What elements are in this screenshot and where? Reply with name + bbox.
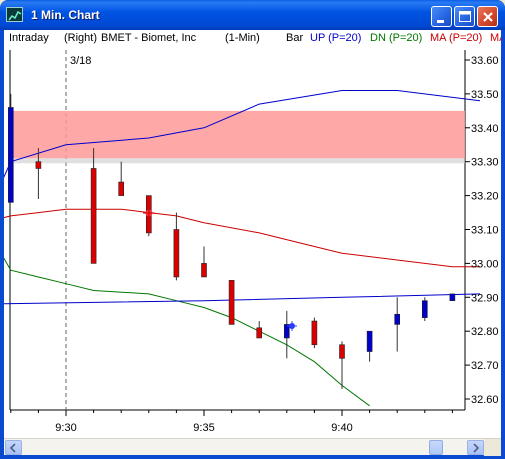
cursor-star-marker bbox=[287, 321, 297, 331]
date-marker: 3/18 bbox=[70, 55, 91, 67]
candle-body-6 bbox=[173, 229, 180, 278]
y-tick-label-2: 33.40 bbox=[471, 123, 499, 135]
candle-body-3 bbox=[90, 168, 97, 264]
header-symbol: BMET - Biomet, Inc bbox=[101, 32, 197, 44]
candle-body-15 bbox=[421, 300, 428, 318]
candle-body-2 bbox=[35, 161, 42, 169]
header-mode: Intraday bbox=[9, 32, 49, 44]
chart-client-area[interactable]: Intraday (Right) BMET - Biomet, Inc (1-M… bbox=[4, 30, 501, 456]
series-line-3 bbox=[4, 293, 481, 305]
header-axis-side: (Right) bbox=[64, 32, 97, 44]
minimize-button[interactable] bbox=[431, 6, 452, 27]
legend-up: UP (P=20) bbox=[310, 32, 361, 44]
y-tick-label-3: 33.30 bbox=[471, 157, 499, 169]
candle-body-16 bbox=[449, 293, 456, 301]
size-grip[interactable] bbox=[484, 439, 501, 456]
chart-app-icon bbox=[6, 7, 23, 22]
header-interval: (1-Min) bbox=[225, 32, 260, 44]
candle-body-14 bbox=[394, 313, 401, 325]
legend-ma-more: MA bbox=[490, 32, 501, 44]
candle-body-10 bbox=[283, 324, 290, 339]
legend-ma: MA (P=20) bbox=[430, 32, 482, 44]
y-tick-label-9: 32.70 bbox=[471, 360, 499, 372]
x-tick-label-1: 9:35 bbox=[193, 422, 214, 434]
close-icon bbox=[483, 12, 493, 22]
resistance-band-shadow bbox=[10, 158, 465, 164]
y-tick-label-0: 33.60 bbox=[471, 55, 499, 67]
series-line-0 bbox=[4, 90, 481, 178]
header-chart-style: Bar bbox=[286, 32, 303, 44]
x-tick-label-0: 9:30 bbox=[55, 422, 76, 434]
resistance-band bbox=[10, 110, 465, 159]
y-tick-label-7: 32.90 bbox=[471, 292, 499, 304]
close-button[interactable] bbox=[477, 6, 498, 27]
y-tick-label-10: 32.60 bbox=[471, 394, 499, 406]
y-tick-label-8: 32.80 bbox=[471, 326, 499, 338]
x-tick-label-2: 9:40 bbox=[331, 422, 352, 434]
scroll-right-icon bbox=[473, 443, 480, 453]
maximize-button[interactable] bbox=[454, 6, 475, 27]
scroll-right-button[interactable] bbox=[467, 440, 484, 455]
candle-body-11 bbox=[311, 320, 318, 346]
series-line-2 bbox=[4, 208, 480, 268]
candle-body-12 bbox=[339, 344, 345, 359]
maximize-icon bbox=[459, 11, 471, 22]
y-tick-label-5: 33.10 bbox=[471, 225, 499, 237]
candle-body-13 bbox=[366, 330, 373, 352]
scroll-thumb[interactable] bbox=[429, 440, 443, 455]
title-bar[interactable]: 1 Min. Chart bbox=[0, 0, 505, 30]
legend-dn: DN (P=20) bbox=[370, 32, 422, 44]
candle-body-9 bbox=[256, 327, 262, 339]
minimize-icon bbox=[437, 20, 444, 23]
window-title: 1 Min. Chart bbox=[31, 8, 100, 22]
price-chart[interactable]: Intraday (Right) BMET - Biomet, Inc (1-M… bbox=[4, 30, 501, 438]
candle-body-1 bbox=[7, 107, 14, 203]
y-tick-label-1: 33.50 bbox=[471, 89, 499, 101]
y-tick-label-6: 33.00 bbox=[471, 258, 499, 270]
scroll-left-icon bbox=[9, 443, 16, 453]
series-line-1 bbox=[4, 257, 370, 407]
y-tick-label-4: 33.20 bbox=[471, 191, 499, 203]
scroll-left-button[interactable] bbox=[5, 440, 22, 455]
candle-body-7 bbox=[201, 263, 207, 278]
horizontal-scrollbar[interactable] bbox=[4, 438, 501, 456]
ma-crosshair-marker bbox=[143, 207, 155, 219]
candle-body-8 bbox=[228, 280, 235, 325]
candle-body-4 bbox=[118, 181, 124, 196]
